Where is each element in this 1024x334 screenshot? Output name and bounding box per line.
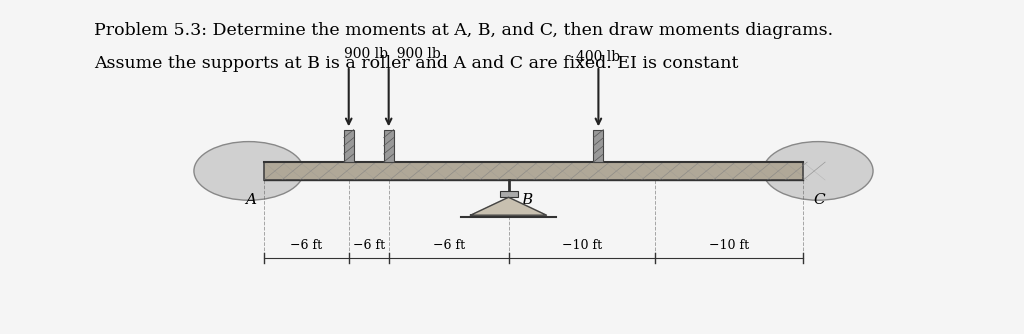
Text: −6 ft: −6 ft [290, 239, 323, 252]
Text: Problem 5.3: Determine the moments at A, B, and C, then draw moments diagrams.: Problem 5.3: Determine the moments at A,… [94, 22, 834, 39]
Text: B: B [521, 193, 532, 207]
Bar [344, 130, 353, 162]
Bar [384, 130, 393, 162]
Text: −10 ft: −10 ft [562, 239, 602, 252]
Ellipse shape [763, 142, 873, 200]
Text: C: C [813, 193, 824, 207]
Text: 400 lb: 400 lb [577, 50, 621, 64]
Text: Assume the supports at B is a roller and A and C are fixed. EI is constant: Assume the supports at B is a roller and… [94, 55, 738, 72]
Text: 900 lb  900 lb: 900 lb 900 lb [344, 47, 440, 61]
Text: −6 ft: −6 ft [432, 239, 465, 252]
Bar [594, 130, 603, 162]
Bar [264, 162, 803, 180]
Bar [500, 191, 517, 197]
Polygon shape [471, 197, 547, 215]
Text: −10 ft: −10 ft [710, 239, 750, 252]
Ellipse shape [194, 142, 304, 200]
Text: −6 ft: −6 ft [352, 239, 385, 252]
Text: A: A [245, 193, 256, 207]
